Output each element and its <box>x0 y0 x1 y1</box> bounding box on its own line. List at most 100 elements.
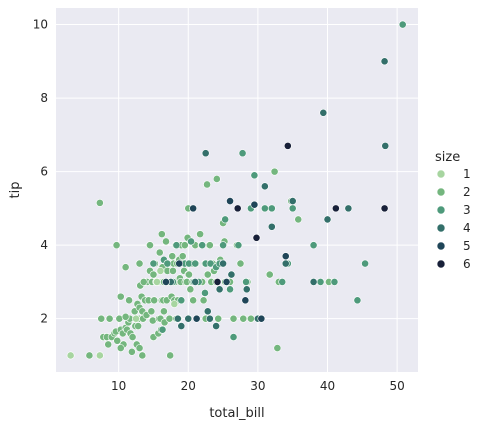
scatter-point <box>270 167 279 176</box>
scatter-point <box>380 57 389 66</box>
scatter-point <box>132 314 140 323</box>
x-tick-label: 10 <box>111 379 126 393</box>
scatter-point <box>331 204 340 213</box>
scatter-point <box>135 259 144 268</box>
scatter-point <box>105 314 114 323</box>
scatter-point <box>250 200 259 209</box>
scatter-point <box>125 296 133 305</box>
scatter-point <box>97 314 106 323</box>
scatter-point <box>203 270 212 279</box>
scatter-point <box>199 296 208 305</box>
scatter-point <box>153 278 161 286</box>
scatter-points <box>66 20 407 360</box>
scatter-point <box>186 285 195 294</box>
scatter-point <box>267 204 276 213</box>
scatter-point <box>158 325 167 334</box>
scatter-point <box>267 222 276 231</box>
scatter-point <box>139 278 148 286</box>
scatter-point <box>361 259 369 268</box>
legend-marker <box>436 223 446 233</box>
scatter-point <box>185 270 193 279</box>
scatter-point <box>381 141 390 150</box>
scatter-point <box>238 149 247 158</box>
legend-marker <box>436 187 446 197</box>
scatter-point <box>234 241 243 250</box>
scatter-point <box>189 204 198 213</box>
y-axis-label: tip <box>8 182 23 199</box>
scatter-point <box>162 237 170 246</box>
scatter-point <box>212 322 221 330</box>
scatter-point <box>252 233 261 242</box>
scatter-point <box>214 314 223 323</box>
scatter-point <box>398 20 407 29</box>
legend-marker <box>436 169 446 179</box>
scatter-point <box>206 259 215 268</box>
scatter-point <box>191 259 200 268</box>
legend: size 1 2 3 4 5 6 <box>435 150 471 271</box>
y-tick-labels: 2 4 6 8 10 <box>33 18 48 326</box>
scatter-point <box>66 351 75 360</box>
scatter-point <box>316 278 325 286</box>
y-tick-label: 6 <box>40 165 48 179</box>
scatter-point <box>205 241 214 250</box>
scatter-point <box>184 314 193 323</box>
scatter-point <box>149 270 158 279</box>
scatter-point <box>116 344 125 353</box>
scatter-point <box>319 108 328 117</box>
scatter-point <box>226 197 234 205</box>
scatter-point <box>278 278 287 286</box>
scatter-point <box>203 307 212 316</box>
scatter-point <box>146 241 154 250</box>
scatter-point <box>187 237 195 246</box>
scatter-point <box>155 248 164 257</box>
scatter-point <box>380 204 389 213</box>
scatter-point <box>294 215 303 224</box>
scatter-point <box>260 204 269 213</box>
legend-label: 5 <box>463 239 471 253</box>
scatter-point <box>180 241 189 250</box>
y-tick-label: 2 <box>40 312 48 326</box>
scatter-point <box>219 241 227 250</box>
scatter-point <box>192 314 201 323</box>
legend-label: 3 <box>463 203 471 217</box>
scatter-point <box>222 278 231 286</box>
scatter-point <box>215 285 224 294</box>
scatter-point <box>330 278 339 286</box>
scatter-point <box>112 241 121 250</box>
scatter-point <box>201 149 210 158</box>
scatter-point <box>241 296 250 305</box>
x-tick-label: 20 <box>181 379 196 393</box>
scatter-point <box>247 314 255 323</box>
scatter-point <box>170 300 179 308</box>
scatter-point <box>203 180 211 189</box>
legend-label: 1 <box>463 167 471 181</box>
scatter-point <box>309 241 318 250</box>
scatter-point <box>134 322 143 330</box>
scatter-point <box>149 259 158 268</box>
scatter-point <box>213 278 222 286</box>
legend-title: size <box>435 150 460 165</box>
scatter-point <box>219 259 227 268</box>
scatter-point <box>157 230 166 239</box>
scatter-point <box>172 241 181 250</box>
scatter-point <box>173 314 182 323</box>
scatter-point <box>104 340 113 349</box>
scatter-point <box>163 259 172 268</box>
scatter-point <box>229 333 238 341</box>
scatter-point <box>121 312 130 321</box>
scatter-point <box>265 270 274 279</box>
scatter-point <box>95 198 104 207</box>
scatter-point <box>227 270 236 279</box>
y-tick-label: 4 <box>40 238 48 252</box>
legend-marker <box>436 241 446 251</box>
scatter-point <box>283 141 292 150</box>
scatter-point <box>221 215 230 224</box>
scatter-point <box>147 307 156 316</box>
scatter-point <box>168 252 177 261</box>
scatter-point <box>344 204 353 213</box>
scatter-point <box>309 278 318 286</box>
scatter-point <box>288 204 297 213</box>
y-tick-label: 8 <box>40 91 48 105</box>
legend-label: 4 <box>463 221 471 235</box>
